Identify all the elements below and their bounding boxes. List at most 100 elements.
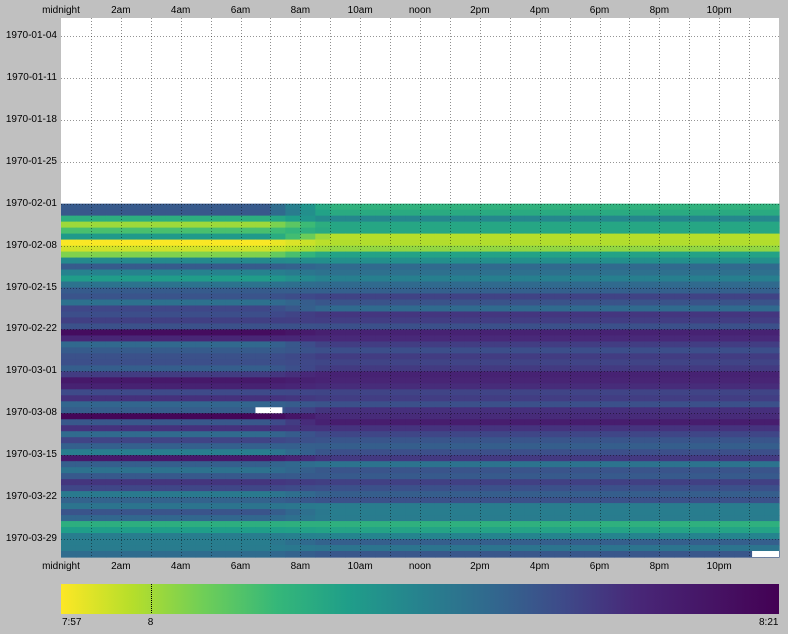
heatmap-cell: [75, 443, 92, 450]
heatmap-cell: [420, 521, 436, 528]
heatmap-cell: [539, 305, 556, 313]
heatmap-cell: [539, 293, 556, 301]
heatmap-cell: [749, 533, 765, 540]
heatmap-cell: [150, 467, 167, 474]
heatmap-cell: [75, 401, 92, 408]
heatmap-cell: [479, 347, 496, 354]
heatmap-cell: [614, 377, 631, 384]
heatmap-cell: [105, 305, 122, 313]
heatmap-cell: [360, 539, 376, 546]
heatmap-cell: [120, 323, 137, 331]
heatmap-cell: [360, 347, 376, 354]
heatmap-cell: [599, 275, 616, 283]
heatmap-cell: [494, 449, 511, 456]
heatmap-cell: [300, 281, 316, 289]
heatmap-cell: [420, 413, 436, 420]
heatmap-cell: [105, 545, 122, 552]
heatmap-cell: [300, 275, 316, 283]
heatmap-cell: [434, 467, 451, 474]
heatmap-cell: [689, 533, 705, 540]
heatmap-cell: [330, 437, 346, 444]
heatmap-cell: [539, 215, 556, 223]
heatmap-cell: [61, 521, 77, 528]
heatmap-cell: [524, 281, 541, 289]
heatmap-cell: [360, 425, 376, 432]
heatmap-cell: [315, 551, 331, 558]
heatmap-cell: [554, 473, 571, 480]
heatmap-cell: [120, 287, 137, 295]
heatmap-cell: [644, 227, 660, 235]
heatmap-cell: [135, 395, 152, 402]
heatmap-cell: [764, 365, 780, 372]
heatmap-cell: [764, 431, 780, 438]
heatmap-cell: [644, 545, 660, 552]
heatmap-cell: [509, 479, 526, 486]
heatmap-cell: [509, 449, 526, 456]
heatmap-cell: [390, 287, 406, 295]
heatmap-cell: [150, 443, 167, 450]
heatmap-cell: [165, 263, 182, 271]
heatmap-cell: [584, 545, 601, 552]
heatmap-cell: [764, 239, 780, 247]
heatmap-cell: [165, 293, 182, 301]
heatmap-cell: [749, 245, 765, 253]
heatmap-cell: [375, 215, 391, 223]
heatmap-cell: [61, 365, 77, 372]
heatmap-cell: [524, 455, 541, 462]
heatmap-cell: [255, 347, 272, 354]
heatmap-cell: [434, 545, 451, 552]
heatmap-cell: [449, 269, 466, 277]
heatmap-cell: [689, 287, 705, 295]
heatmap-cell: [285, 389, 301, 396]
heatmap-cell: [644, 365, 660, 372]
heatmap-cell: [315, 539, 331, 546]
heatmap-cell: [584, 317, 601, 325]
heatmap-cell: [390, 473, 406, 480]
heatmap-cell: [509, 371, 526, 378]
heatmap-cell: [240, 245, 257, 253]
heatmap-cell: [479, 401, 496, 408]
heatmap-cell: [375, 359, 391, 366]
heatmap-cell: [659, 245, 675, 253]
heatmap-cell: [674, 257, 690, 265]
heatmap-cell: [210, 227, 227, 235]
heatmap-cell: [180, 353, 197, 360]
heatmap-cell: [345, 275, 361, 283]
heatmap-cell: [659, 353, 675, 360]
heatmap-cell: [195, 359, 212, 366]
heatmap-cell: [90, 203, 107, 211]
heatmap-cell: [61, 533, 77, 540]
heatmap-cell: [195, 383, 212, 390]
heatmap-cell: [494, 263, 511, 271]
heatmap-cell: [120, 215, 137, 223]
heatmap-cell: [285, 203, 301, 211]
heatmap-cell: [524, 221, 541, 229]
heatmap-cell: [61, 545, 77, 552]
heatmap-cell: [584, 479, 601, 486]
heatmap-cell: [494, 305, 511, 313]
heatmap-cell: [584, 497, 601, 504]
heatmap-cell: [195, 539, 212, 546]
heatmap-cell: [360, 551, 376, 558]
heatmap-cell: [449, 497, 466, 504]
heatmap-cell: [644, 479, 660, 486]
heatmap-cell: [464, 389, 481, 396]
heatmap-cell: [405, 539, 421, 546]
heatmap-cell: [285, 311, 301, 319]
heatmap-cell: [420, 497, 436, 504]
heatmap-cell: [270, 221, 286, 229]
heatmap-cell: [75, 221, 92, 229]
heatmap-cell: [390, 491, 406, 498]
heatmap-cell: [539, 299, 556, 307]
heatmap-cell: [135, 371, 152, 378]
heatmap-cell: [479, 371, 496, 378]
heatmap-cell: [405, 275, 421, 283]
heatmap-cell: [330, 455, 346, 462]
heatmap-cell: [300, 479, 316, 486]
heatmap-cell: [704, 395, 720, 402]
heatmap-cell: [195, 521, 212, 528]
heatmap-cell: [554, 233, 571, 241]
heatmap-cell: [255, 497, 272, 504]
heatmap-cell: [285, 551, 301, 558]
heatmap-cell: [584, 539, 601, 546]
